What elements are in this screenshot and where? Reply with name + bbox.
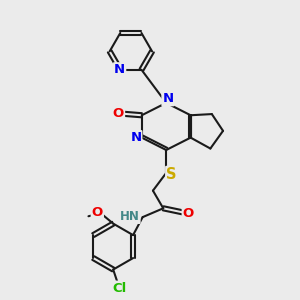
Text: S: S <box>166 167 177 182</box>
Text: N: N <box>114 63 125 76</box>
Text: O: O <box>92 206 103 219</box>
Text: O: O <box>113 107 124 120</box>
Text: Cl: Cl <box>112 282 126 295</box>
Text: O: O <box>183 206 194 220</box>
Text: N: N <box>130 131 141 144</box>
Text: HN: HN <box>120 210 140 223</box>
Text: N: N <box>162 92 173 105</box>
